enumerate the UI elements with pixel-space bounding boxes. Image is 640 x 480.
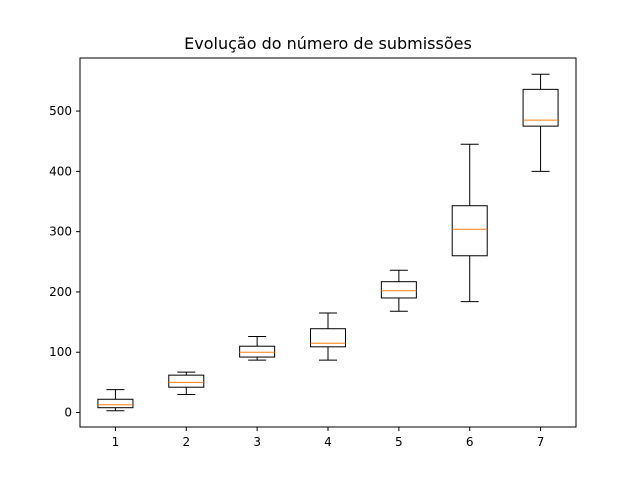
- iqr-box: [380, 281, 417, 299]
- x-tick-label: 4: [324, 435, 332, 449]
- box-3: [239, 336, 276, 361]
- box-6: [451, 143, 488, 303]
- iqr-box: [522, 88, 559, 127]
- iqr-box: [451, 205, 488, 257]
- box-series: [97, 73, 559, 412]
- y-tick-label: 200: [49, 285, 72, 299]
- y-tick-label: 500: [49, 104, 72, 118]
- x-tick-label: 6: [466, 435, 474, 449]
- x-tick-label: 5: [395, 435, 403, 449]
- chart-title: Evolução do número de submissões: [184, 34, 472, 53]
- iqr-box: [97, 398, 134, 409]
- y-tick-label: 300: [49, 225, 72, 239]
- y-tick-label: 100: [49, 345, 72, 359]
- y-axis-ticks: 0 100 200 300 400 500: [49, 104, 80, 420]
- iqr-box: [310, 328, 346, 348]
- x-tick-label: 1: [112, 435, 120, 449]
- box-2: [168, 371, 205, 395]
- x-tick-label: 2: [182, 435, 190, 449]
- plot-frame: [79, 57, 577, 428]
- box-7: [522, 73, 559, 172]
- box-4: [310, 312, 346, 361]
- x-axis-ticks: 1 2 3 4 5 6 7: [112, 427, 545, 449]
- y-tick-label: 0: [64, 406, 72, 420]
- box-1: [97, 389, 134, 412]
- iqr-box: [239, 345, 276, 358]
- y-tick-label: 400: [49, 164, 72, 178]
- box-5: [380, 269, 417, 312]
- x-tick-label: 7: [537, 435, 545, 449]
- x-tick-label: 3: [253, 435, 261, 449]
- iqr-box: [168, 374, 205, 388]
